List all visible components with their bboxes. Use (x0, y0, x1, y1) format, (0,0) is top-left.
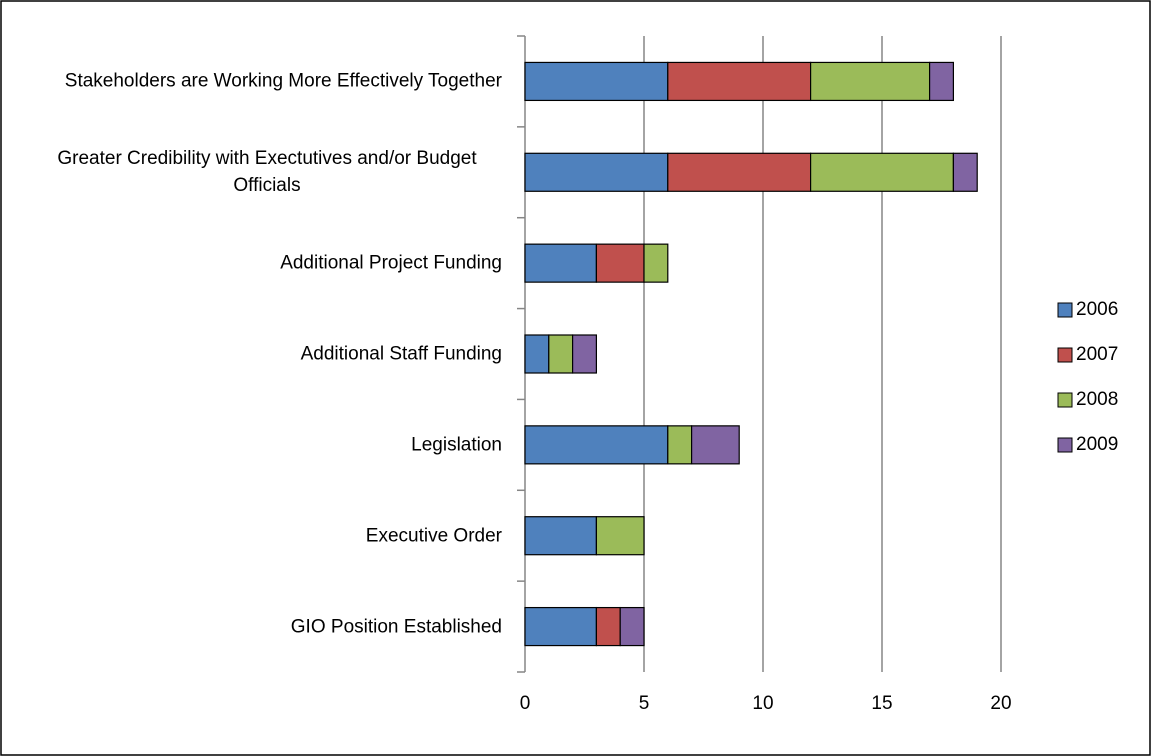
bar-segment (667, 61, 812, 102)
y-tick-label: Legislation (411, 434, 502, 456)
y-tick-label: Greater Credibility with Exectutives and… (57, 148, 477, 197)
y-tick-label: GIO Position Established (290, 616, 502, 638)
y-tick-label: Additional Project Funding (280, 252, 502, 274)
bar-segment (928, 61, 954, 102)
y-tick-label: Additional Staff Funding (300, 343, 502, 365)
bar-segment (524, 334, 550, 374)
bar-segment (690, 425, 740, 465)
bar-segment (667, 425, 693, 465)
x-tick-label: 15 (871, 693, 892, 714)
bar-segment (524, 516, 598, 556)
legend-swatch (1057, 347, 1073, 363)
bar-segment (809, 61, 931, 102)
bar-segment (524, 152, 669, 192)
x-tick-label: 20 (990, 693, 1011, 714)
legend-swatch (1057, 302, 1073, 318)
legend-swatch (1057, 437, 1073, 453)
bar-segment (619, 606, 645, 647)
y-tick-label: Stakeholders are Working More Effectivel… (64, 70, 502, 92)
bar-segment (809, 152, 954, 192)
bar-segment (595, 243, 645, 283)
bar-segment (524, 606, 598, 647)
legend-label: 2007 (1076, 344, 1118, 365)
bar-segment (548, 334, 574, 374)
x-tick-label: 0 (520, 693, 531, 714)
bar-segment (667, 152, 812, 192)
bar-segment (524, 425, 669, 465)
x-tick-label: 5 (639, 693, 650, 714)
legend-label: 2009 (1076, 434, 1118, 455)
x-tick-label: 10 (752, 693, 773, 714)
legend-swatch (1057, 392, 1073, 408)
bar-segment (952, 152, 978, 192)
bar-segment (643, 243, 669, 283)
legend-label: 2006 (1076, 299, 1118, 320)
legend-label: 2008 (1076, 389, 1118, 410)
bar-segment (595, 606, 621, 647)
bar-segment (524, 243, 598, 283)
bar-segment (595, 516, 645, 556)
y-tick-label: Executive Order (365, 525, 502, 547)
bar-segment (524, 61, 669, 102)
bar-segment (571, 334, 597, 374)
